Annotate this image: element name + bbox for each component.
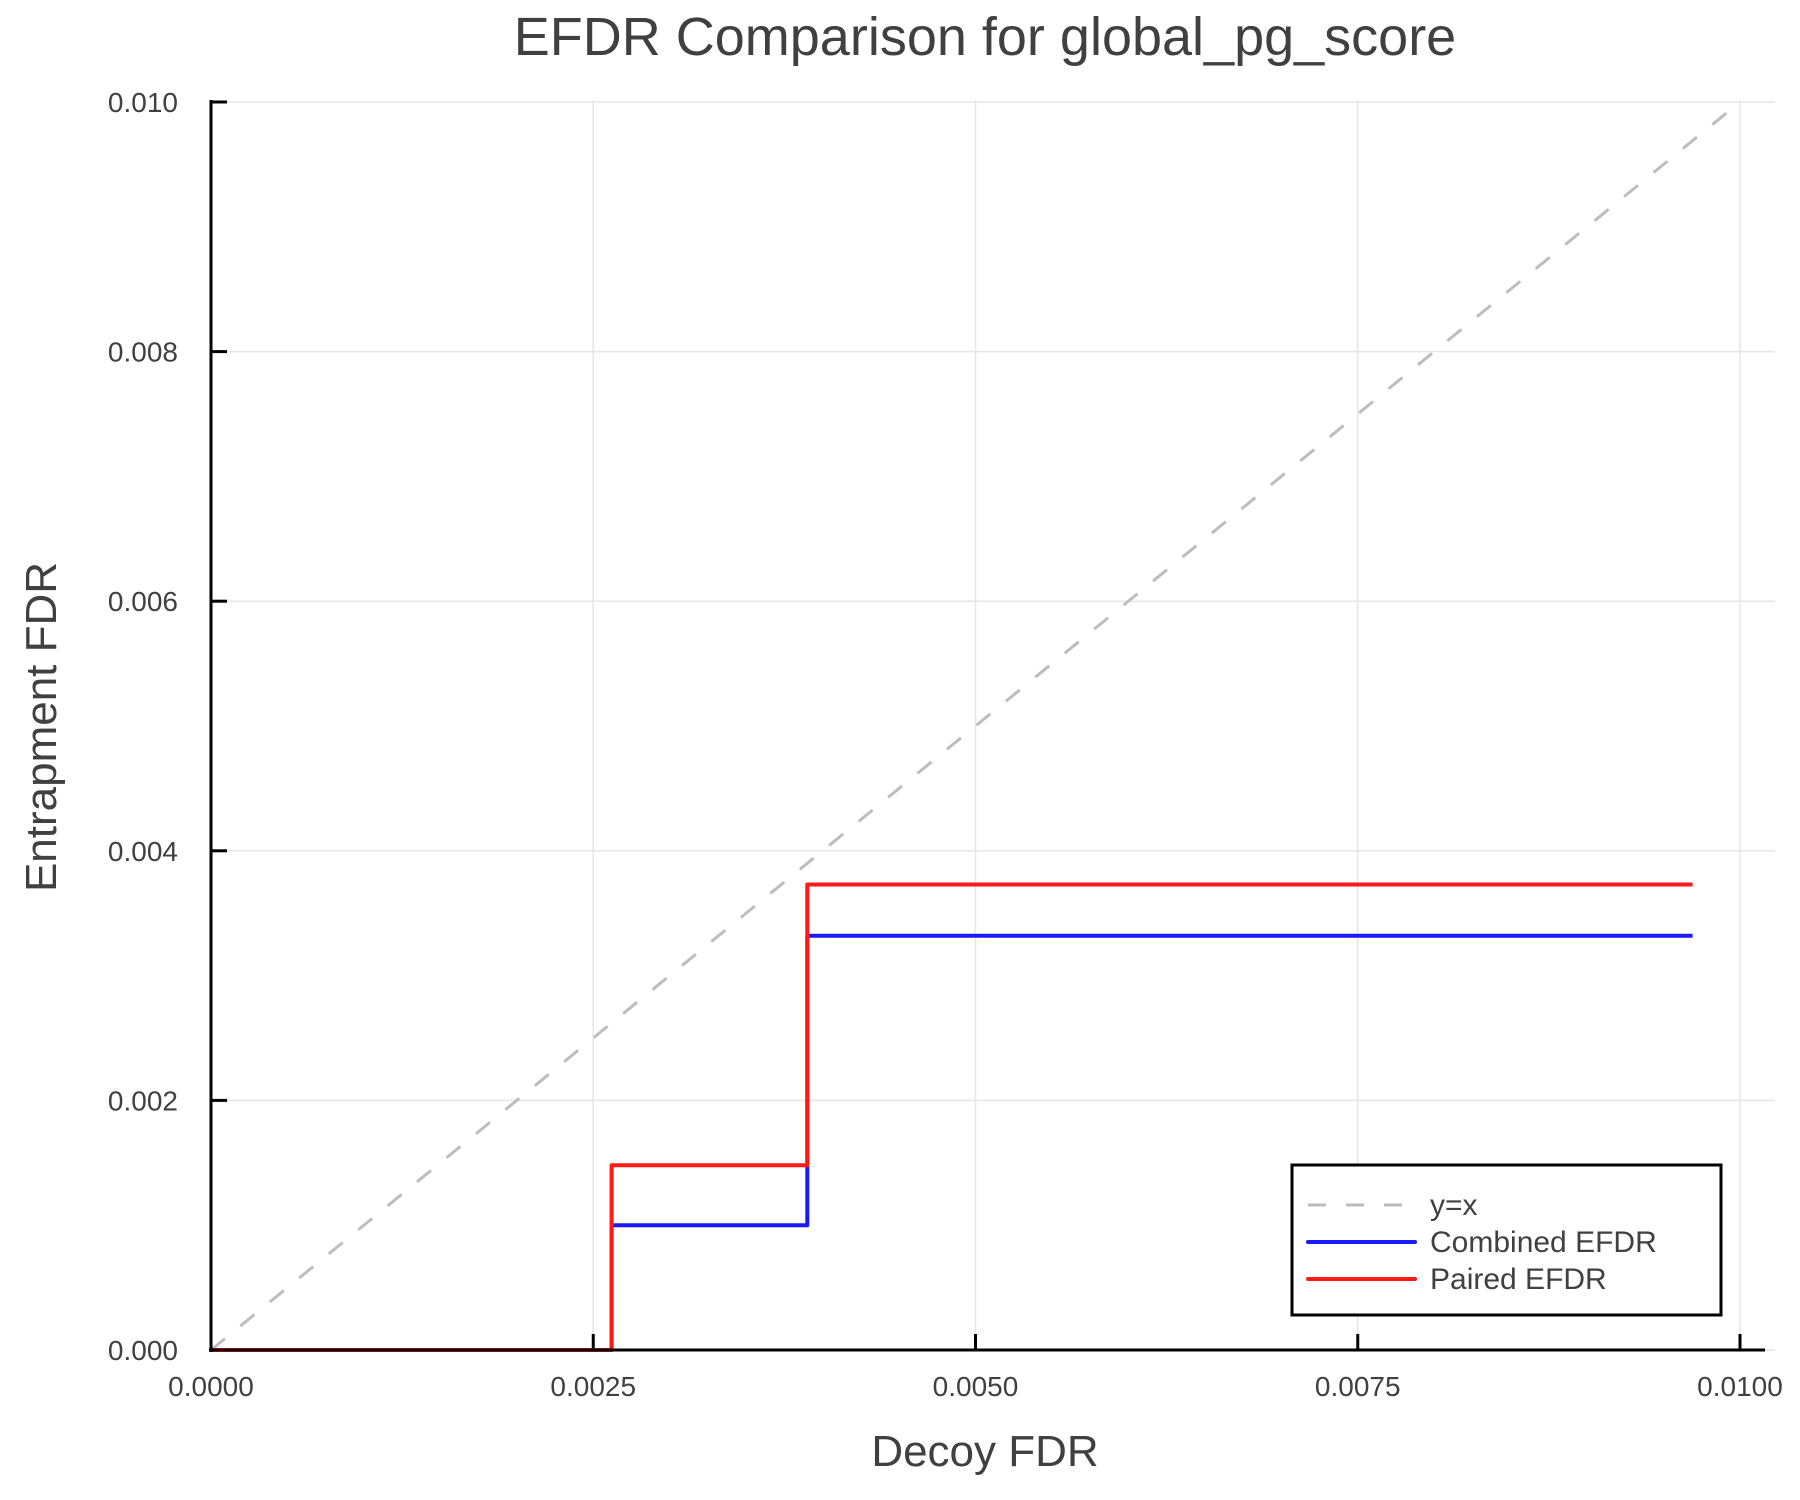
x-tick-label: 0.0100 [1697, 1371, 1783, 1402]
y-axis-ticks: 0.000 0.002 0.004 0.006 0.008 0.010 [108, 87, 227, 1366]
x-axis-label: Decoy FDR [871, 1427, 1098, 1476]
legend: y=x Combined EFDR Paired EFDR [1290, 1163, 1723, 1317]
y-tick-label: 0.006 [108, 586, 178, 617]
grid-lines [210, 100, 1775, 1351]
chart-title: EFDR Comparison for global_pg_score [514, 7, 1456, 67]
y-tick-label: 0.000 [108, 1335, 178, 1366]
x-tick-label: 0.0025 [550, 1371, 636, 1402]
legend-label-paired: Paired EFDR [1430, 1263, 1607, 1296]
legend-label-combined: Combined EFDR [1430, 1226, 1657, 1259]
x-tick-label: 0.0000 [168, 1371, 254, 1402]
x-tick-label: 0.0050 [933, 1371, 1019, 1402]
y-tick-label: 0.004 [108, 836, 178, 867]
x-tick-label: 0.0075 [1315, 1371, 1401, 1402]
series-y-x [210, 100, 1741, 1352]
x-axis-ticks: 0.0000 0.0025 0.0050 0.0075 0.0100 [168, 1334, 1783, 1402]
axes: 0.0000 0.0025 0.0050 0.0075 0.0100 0.0000.00… [108, 87, 1783, 1402]
y-tick-label: 0.010 [108, 87, 178, 118]
y-tick-label: 0.002 [108, 1085, 178, 1116]
y-axis-label: Entrapment FDR [17, 562, 66, 892]
y-tick-label: 0.008 [108, 337, 178, 368]
legend-label-yx: y=x [1430, 1189, 1478, 1222]
